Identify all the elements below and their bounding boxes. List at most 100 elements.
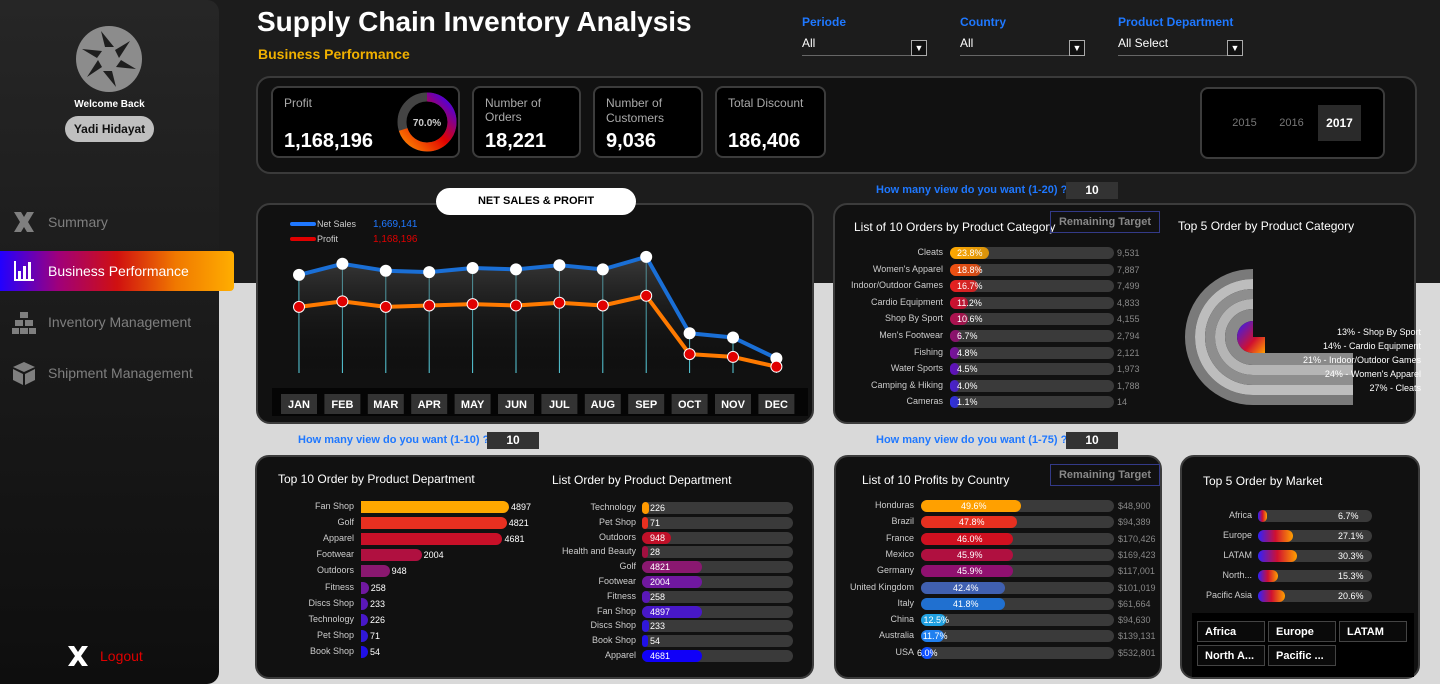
profit-point[interactable] <box>336 295 349 308</box>
category-bar[interactable] <box>950 296 969 309</box>
market-filter-button[interactable]: North A... <box>1197 645 1265 666</box>
profit-point[interactable] <box>510 299 522 312</box>
country-bar[interactable] <box>921 532 1013 545</box>
nav-business-performance[interactable]: Business Performance <box>0 251 234 291</box>
view-count-input-2[interactable]: 10 <box>487 432 539 449</box>
year-2015-button[interactable]: 2015 <box>1232 117 1257 129</box>
month-button-may[interactable] <box>454 394 491 414</box>
profit-point[interactable] <box>423 299 436 312</box>
department-list-bar[interactable] <box>642 590 650 603</box>
month-button-oct[interactable] <box>671 394 708 414</box>
category-bar[interactable] <box>950 280 978 293</box>
user-name-badge[interactable]: Yadi Hidayat <box>65 116 154 142</box>
logout-button[interactable]: Logout <box>66 644 143 668</box>
remaining-target-button-2[interactable]: Remaining Target <box>1050 464 1160 486</box>
filter-periode[interactable]: Periode All ▼ <box>802 15 927 56</box>
profit-point[interactable] <box>293 300 305 313</box>
country-bar[interactable] <box>921 565 1013 578</box>
category-bar[interactable] <box>950 313 969 326</box>
department-bar[interactable] <box>361 645 368 658</box>
category-ring-4[interactable] <box>1225 309 1353 365</box>
net-sales-point[interactable] <box>640 250 653 263</box>
department-bar[interactable] <box>361 533 503 546</box>
department-list-bar[interactable] <box>642 605 702 618</box>
chevron-down-icon[interactable]: ▼ <box>1069 40 1085 56</box>
nav-inventory-management[interactable]: Inventory Management <box>0 302 234 342</box>
department-list-bar[interactable] <box>642 516 648 529</box>
market-filter-button[interactable]: Europe <box>1268 621 1336 642</box>
department-list-bar[interactable] <box>642 620 650 633</box>
month-button-feb[interactable] <box>324 394 361 414</box>
month-button-nov[interactable] <box>715 394 751 414</box>
remaining-target-button[interactable]: Remaining Target <box>1050 211 1160 233</box>
category-ring-2[interactable] <box>1205 289 1353 385</box>
year-2017-button[interactable]: 2017 <box>1318 105 1361 141</box>
view-count-input-1[interactable]: 10 <box>1066 182 1118 199</box>
department-list-bar[interactable] <box>642 546 648 559</box>
category-bar[interactable] <box>950 379 959 392</box>
country-bar[interactable] <box>921 614 946 627</box>
market-bar[interactable] <box>1258 510 1267 522</box>
profit-point[interactable] <box>379 300 392 313</box>
month-button-apr[interactable] <box>411 394 448 414</box>
market-bar[interactable] <box>1258 550 1298 562</box>
nav-shipment-management[interactable]: Shipment Management <box>0 353 234 393</box>
category-bar[interactable] <box>950 396 959 409</box>
category-bar[interactable] <box>950 247 990 259</box>
month-button-mar[interactable] <box>367 394 404 414</box>
year-2016-button[interactable]: 2016 <box>1279 117 1304 129</box>
department-bar[interactable] <box>361 597 369 610</box>
net-sales-point[interactable] <box>423 266 436 279</box>
net-sales-point[interactable] <box>293 268 305 281</box>
profit-point[interactable] <box>770 360 783 373</box>
department-bar[interactable] <box>361 517 507 530</box>
net-sales-point[interactable] <box>466 261 479 274</box>
month-button-aug[interactable] <box>584 394 621 414</box>
market-filter-button[interactable]: Africa <box>1197 621 1265 642</box>
net-sales-point[interactable] <box>596 263 609 276</box>
chevron-down-icon[interactable]: ▼ <box>911 40 927 56</box>
department-list-bar[interactable] <box>642 576 702 588</box>
month-button-jul[interactable] <box>541 394 578 414</box>
month-button-sep[interactable] <box>628 394 665 414</box>
month-button-jun[interactable] <box>498 394 534 414</box>
category-bar[interactable] <box>950 263 982 276</box>
country-bar[interactable] <box>921 597 1005 610</box>
category-bar[interactable] <box>950 330 962 342</box>
profit-point[interactable] <box>596 299 609 312</box>
nav-summary[interactable]: Summary <box>0 202 234 242</box>
profit-point[interactable] <box>683 348 696 361</box>
department-bar[interactable] <box>361 613 368 626</box>
net-sales-point[interactable] <box>510 263 522 276</box>
market-bar[interactable] <box>1258 570 1278 582</box>
month-button-dec[interactable] <box>758 394 795 414</box>
chevron-down-icon[interactable]: ▼ <box>1227 40 1243 56</box>
department-list-bar[interactable] <box>642 531 672 544</box>
profit-point[interactable] <box>640 289 653 302</box>
department-bar[interactable] <box>361 629 368 642</box>
category-bar[interactable] <box>950 346 959 359</box>
department-bar[interactable] <box>361 501 509 513</box>
department-bar[interactable] <box>361 581 369 594</box>
view-count-input-3[interactable]: 10 <box>1066 432 1118 449</box>
market-bar[interactable] <box>1258 530 1294 542</box>
market-filter-button[interactable]: LATAM <box>1339 621 1407 642</box>
net-sales-point[interactable] <box>727 331 739 344</box>
department-list-bar[interactable] <box>642 650 702 662</box>
department-list-bar[interactable] <box>642 561 702 574</box>
market-bar[interactable] <box>1258 590 1285 602</box>
market-filter-button[interactable]: Pacific ... <box>1268 645 1336 666</box>
country-bar[interactable] <box>921 500 1021 512</box>
filter-country[interactable]: Country All ▼ <box>960 15 1085 56</box>
country-bar[interactable] <box>921 581 1005 594</box>
net-sales-point[interactable] <box>683 327 696 340</box>
profit-point[interactable] <box>727 350 739 363</box>
department-bar[interactable] <box>361 549 422 562</box>
category-bar[interactable] <box>950 363 959 376</box>
country-bar[interactable] <box>921 548 1013 561</box>
net-sales-point[interactable] <box>379 264 392 277</box>
department-list-bar[interactable] <box>642 502 649 514</box>
country-bar[interactable] <box>921 630 945 643</box>
net-sales-point[interactable] <box>336 257 349 270</box>
department-bar[interactable] <box>361 565 390 578</box>
